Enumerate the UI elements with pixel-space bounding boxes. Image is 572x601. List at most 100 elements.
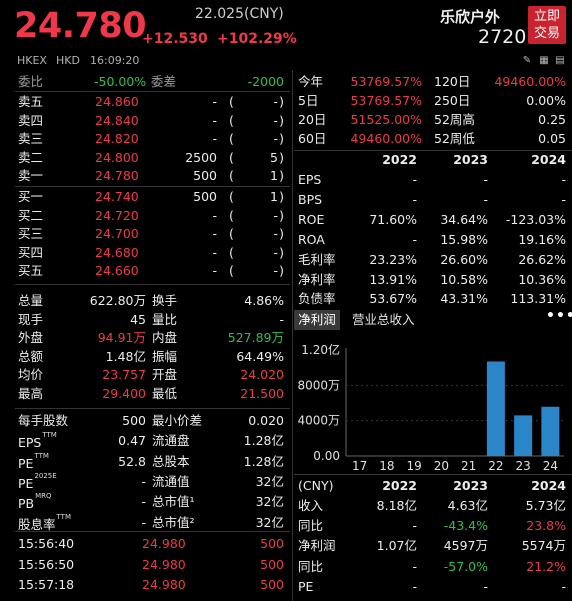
stat-value: - xyxy=(279,311,284,327)
stat-label: 总市值² xyxy=(152,514,195,530)
stat-label-text: PE xyxy=(18,455,34,471)
stat-label: PBMRQ xyxy=(18,492,52,513)
perf-value: 0.00% xyxy=(526,93,566,108)
divider xyxy=(15,284,290,285)
fin-label: 负债率 xyxy=(298,291,336,307)
stat-value: 94.91万 xyxy=(97,330,146,346)
fin-value: 10.58% xyxy=(440,271,488,287)
pencil-icon[interactable]: ✎ xyxy=(522,55,532,66)
x-tick-label: 20 xyxy=(434,459,449,472)
quote-stat-row: 最高 29.400 最低 21.500 xyxy=(0,384,292,403)
financials-header: 2022 2023 2024 xyxy=(294,150,572,169)
paren-open: ( xyxy=(229,149,234,165)
ask-volume: - xyxy=(212,112,217,128)
financial-row: EPS - - - xyxy=(294,170,572,189)
trade-button[interactable]: 立即 交易 xyxy=(528,6,566,44)
ask-row: 卖三 24.820-(-) xyxy=(0,129,292,148)
net-profit-chart: 1.20亿 8000万 4000万 0.00 17 18 19 20 21 22 23 24 xyxy=(297,342,564,472)
bid-price: 24.720 xyxy=(95,207,139,223)
summary-value: -43.4% xyxy=(443,518,488,534)
summary-value: -57.0% xyxy=(443,558,488,574)
quote-header: 24.780 22.025(CNY) +12.530 +102.29% 乐欣户外… xyxy=(0,0,572,54)
x-tick-label: 23 xyxy=(515,459,530,472)
fin-value: - xyxy=(412,172,417,187)
stat-label: 量比 xyxy=(152,311,178,327)
fin-value: - xyxy=(483,172,488,187)
perf-label: 250日 xyxy=(434,93,471,108)
stat-value: - xyxy=(141,473,146,489)
paren-close: ) xyxy=(279,112,284,128)
summary-value: 1.07亿 xyxy=(376,538,417,554)
paren-open: ( xyxy=(229,244,234,260)
paren-open: ( xyxy=(229,263,234,279)
fin-value: - xyxy=(561,191,566,207)
stat-value: 21.500 xyxy=(240,386,284,401)
bar xyxy=(541,406,560,456)
summary-row: 同比 - -43.4% 23.8% xyxy=(294,516,572,535)
stat-value: 24.020 xyxy=(240,367,284,383)
bid-volume: - xyxy=(212,244,217,260)
summary-row: 同比 - -57.0% 21.2% xyxy=(294,557,572,576)
stat-value: 0.020 xyxy=(248,413,284,428)
bid-row: 买三 24.700-(-) xyxy=(0,224,292,243)
stat-label: 振幅 xyxy=(152,348,178,364)
bid-count: - xyxy=(273,226,278,242)
calendar-icon[interactable]: ▦ xyxy=(539,55,549,66)
quote-stat-row: 外盘 94.91万 内盘 527.89万 xyxy=(0,328,292,347)
tab-total-revenue[interactable]: 营业总收入 xyxy=(352,312,415,327)
bid-label: 买一 xyxy=(18,189,44,204)
ask-label: 卖五 xyxy=(18,94,44,109)
stat-label: 每手股数 xyxy=(18,411,68,430)
summary-label: 净利润 xyxy=(298,538,336,554)
perf-label: 60日 xyxy=(298,131,327,146)
perf-value: 49460.00% xyxy=(350,131,422,146)
update-time: 16:09:20 xyxy=(90,54,140,67)
trade-button-line2: 交易 xyxy=(533,26,560,41)
fin-value: -123.03% xyxy=(505,211,566,227)
bid-price: 24.700 xyxy=(95,226,139,242)
ask-volume: 500 xyxy=(193,168,217,184)
ask-row: 卖二 24.800 2500 (5) xyxy=(0,148,292,167)
x-tick-label: 19 xyxy=(406,459,421,472)
divider xyxy=(15,531,290,532)
ask-price: 24.780 xyxy=(95,168,139,184)
bar xyxy=(486,361,505,456)
bid-row: 买一 24.740 500 (1) xyxy=(0,187,292,206)
currency-label: HKD xyxy=(56,54,80,67)
ask-label: 卖四 xyxy=(18,112,44,128)
left-panel: 委比 -50.00% 委差 -2000 卖五 24.860-(-) 卖四 24.840-(-)… xyxy=(0,74,292,592)
stat-label: 股息率TTM xyxy=(18,513,71,534)
bid-row: 买二 24.720-(-) xyxy=(0,206,292,225)
bid-volume: - xyxy=(212,207,217,223)
ask-price: 24.840 xyxy=(95,112,139,128)
performance-row: 今年 53769.57% 120日 49460.00% xyxy=(294,72,572,91)
perf-value: 51525.00% xyxy=(350,112,422,127)
quote-stat-row: 总额 1.48亿 振幅 64.49% xyxy=(0,347,292,366)
ask-row: 卖一 24.780 500 (1) xyxy=(0,166,292,185)
paren-open: ( xyxy=(229,226,234,242)
year-header: 2023 xyxy=(453,152,488,167)
fin-label: ROA xyxy=(298,231,325,247)
fin-value: - xyxy=(412,191,417,207)
stat-label: EPSTTM xyxy=(18,431,57,452)
perf-label: 120日 xyxy=(434,74,471,89)
divider xyxy=(15,91,290,92)
tick-volume: 500 xyxy=(260,556,284,572)
order-diff-value: -2000 xyxy=(247,74,284,89)
stat-value: 64.49% xyxy=(236,348,284,364)
tick-volume: 500 xyxy=(260,536,284,551)
paren-open: ( xyxy=(229,168,234,184)
tab-net-profit[interactable]: 净利润 xyxy=(294,310,340,330)
ask-count: - xyxy=(273,131,278,147)
fin-label: ROE xyxy=(298,211,325,227)
stat-label-suffix: TTM xyxy=(42,431,57,440)
summary-row: 净利润 1.07亿 4597万 5574万 xyxy=(294,536,572,555)
more-icon[interactable]: ••• xyxy=(546,308,572,324)
paren-close: ) xyxy=(279,263,284,279)
grid-icon[interactable]: ▤ xyxy=(555,55,565,66)
stock-code: 2720 xyxy=(478,26,527,48)
column-divider xyxy=(292,70,293,601)
last-price: 24.780 xyxy=(14,6,147,46)
ask-price: 24.820 xyxy=(95,131,139,147)
